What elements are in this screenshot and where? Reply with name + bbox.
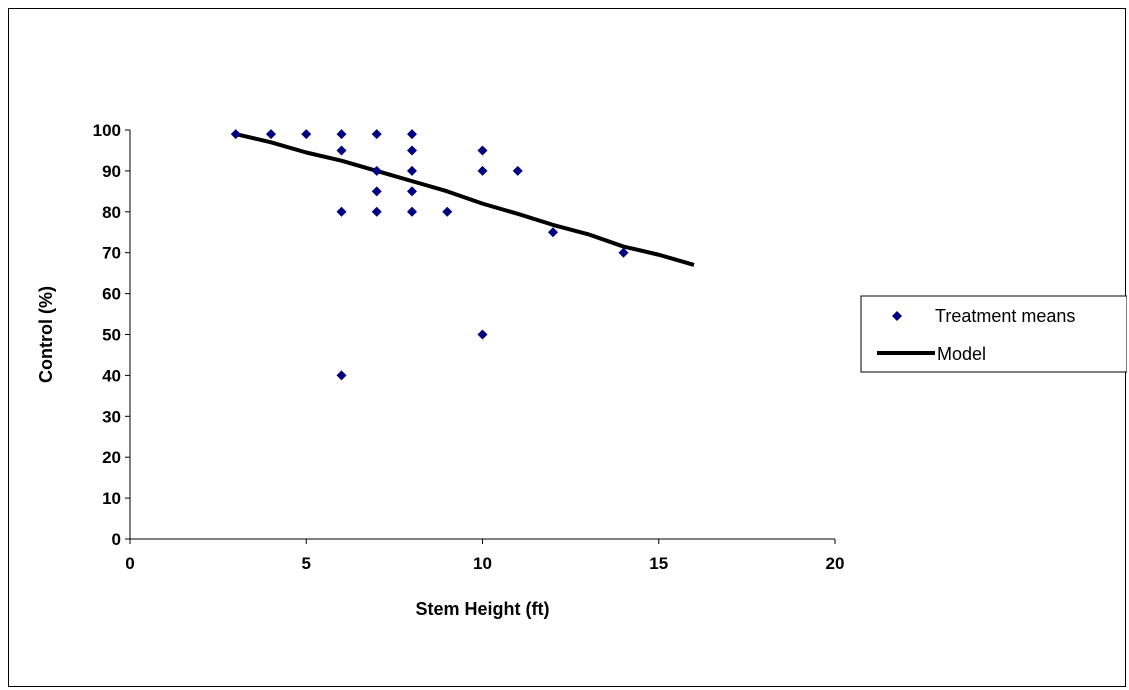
treatment-point	[230, 129, 241, 140]
y-axis-title: Control (%)	[36, 286, 56, 383]
y-tick-label: 20	[102, 448, 121, 467]
chart-frame: 0 10 20 30 40 50 60 70 80 90 100 0 5 10 15 20 Stem Heig…	[8, 8, 1127, 687]
treatment-point	[477, 145, 488, 156]
treatment-point	[618, 247, 629, 258]
x-tick-label: 0	[125, 554, 134, 573]
legend-marker-treatment	[892, 311, 902, 321]
x-axis-title: Stem Height (ft)	[416, 599, 550, 619]
model-line	[235, 132, 695, 267]
treatment-point	[548, 227, 558, 238]
x-tick-label: 10	[473, 554, 492, 573]
x-tick-label: 15	[649, 554, 668, 573]
axes-layer: 0 10 20 30 40 50 60 70 80 90 100 0 5 10 15 20	[93, 121, 845, 573]
chart-svg: 0 10 20 30 40 50 60 70 80 90 100 0 5 10 15 20 Stem Heig…	[36, 121, 1127, 619]
legend-label-treatment: Treatment means	[935, 306, 1075, 326]
y-tick-label: 30	[102, 407, 121, 426]
model-line-layer	[235, 132, 695, 267]
y-tick-label: 50	[102, 326, 121, 345]
treatment-point	[407, 206, 417, 217]
y-tick-label: 90	[102, 162, 121, 181]
treatment-point	[442, 206, 453, 217]
treatment-point	[477, 329, 488, 340]
treatment-point	[371, 186, 382, 197]
treatment-point	[477, 165, 488, 176]
y-tick-label: 40	[102, 366, 121, 385]
treatment-point	[371, 129, 382, 140]
y-tick-label: 80	[102, 203, 121, 222]
treatment-point	[336, 370, 347, 381]
legend: Treatment means Model	[860, 295, 1127, 373]
treatment-point	[336, 206, 347, 217]
x-tick-label: 20	[826, 554, 845, 573]
legend-box	[860, 295, 1127, 373]
treatment-point	[336, 129, 347, 140]
treatment-point	[407, 165, 417, 176]
x-tick-label: 5	[302, 554, 311, 573]
y-tick-label: 100	[93, 121, 121, 140]
treatment-point	[407, 186, 417, 197]
legend-label-model: Model	[937, 344, 986, 364]
treatment-point	[407, 129, 417, 140]
treatment-point	[266, 129, 276, 140]
y-tick-label: 0	[112, 530, 121, 549]
treatment-point	[371, 165, 382, 176]
treatment-point	[512, 165, 523, 176]
y-tick-label: 10	[102, 489, 121, 508]
treatment-point	[371, 206, 382, 217]
treatment-point	[407, 145, 417, 156]
treatment-points-layer	[230, 129, 629, 381]
treatment-point	[336, 145, 347, 156]
treatment-point	[301, 129, 312, 140]
y-tick-label: 60	[102, 285, 121, 304]
y-tick-label: 70	[102, 244, 121, 263]
